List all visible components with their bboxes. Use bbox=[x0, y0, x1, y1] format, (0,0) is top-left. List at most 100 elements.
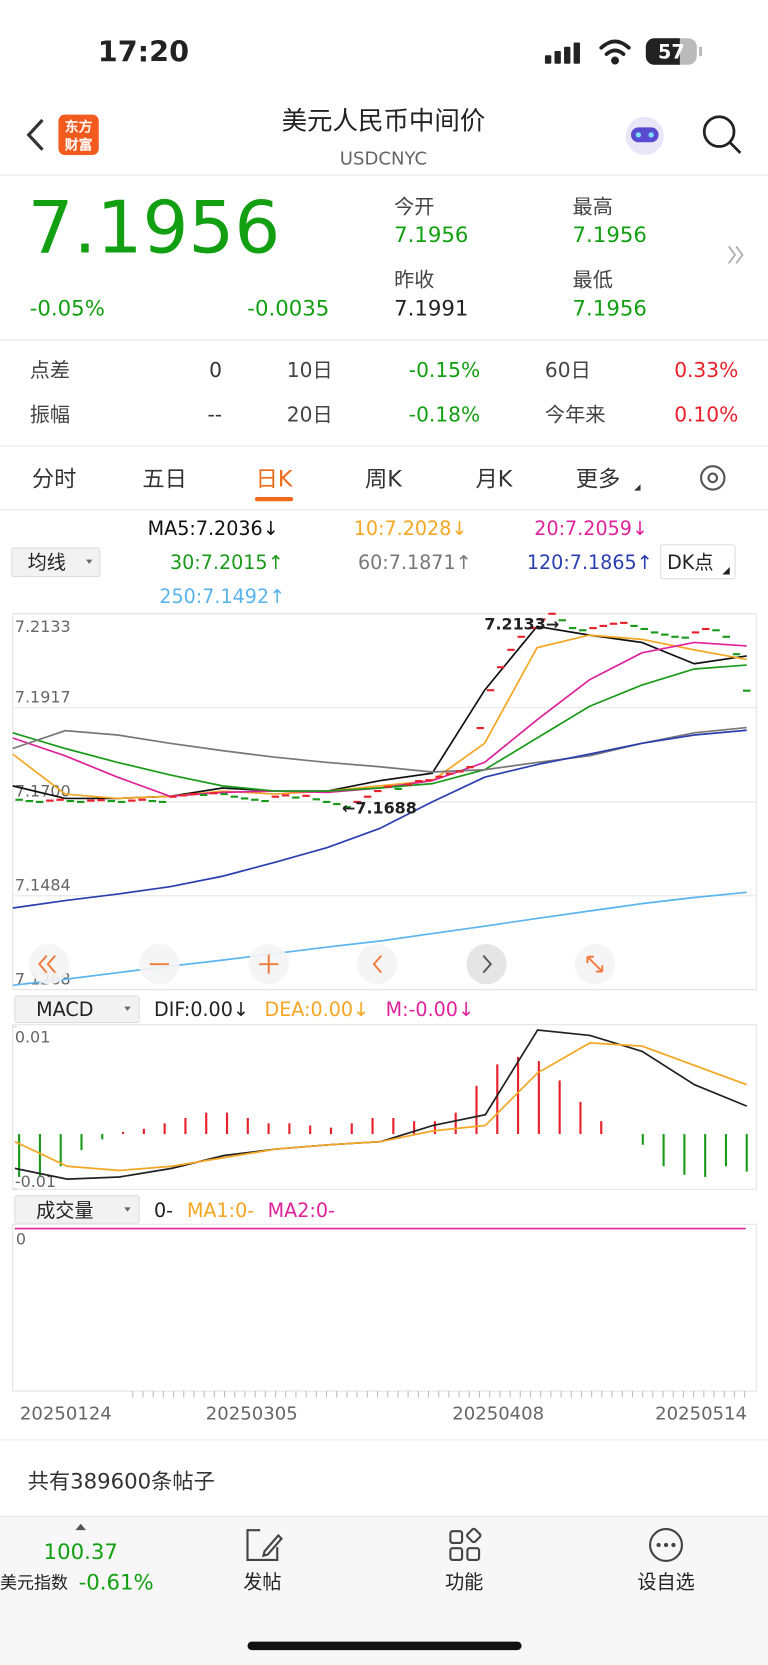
wifi-icon bbox=[599, 39, 631, 65]
settings-button[interactable] bbox=[700, 465, 726, 491]
ma-line bbox=[12, 891, 747, 987]
candle bbox=[56, 798, 64, 801]
legend-entry: 0- bbox=[154, 1199, 173, 1222]
field-value: 7.1991 bbox=[394, 296, 468, 321]
candle bbox=[486, 689, 495, 692]
tab[interactable]: 月K bbox=[475, 466, 513, 492]
macd-select[interactable] bbox=[14, 995, 140, 1024]
battery-level: 57 bbox=[658, 40, 685, 63]
candle bbox=[476, 726, 485, 730]
candle bbox=[35, 800, 44, 803]
candle bbox=[527, 627, 536, 630]
index-name[interactable]: 美元指数 bbox=[0, 1574, 68, 1594]
nav-label[interactable]: 设自选 bbox=[637, 1571, 694, 1594]
candle bbox=[568, 627, 577, 630]
legend-entry: M:-0.00↓ bbox=[386, 998, 474, 1021]
macd-line bbox=[14, 1029, 748, 1180]
expand-arrow[interactable] bbox=[728, 245, 744, 264]
candle bbox=[189, 793, 198, 796]
candle bbox=[384, 785, 392, 788]
macd-frame bbox=[12, 1024, 757, 1190]
candle bbox=[251, 798, 259, 801]
bottom-nav bbox=[0, 1516, 768, 1665]
post-icon[interactable] bbox=[246, 1529, 283, 1561]
candle bbox=[333, 803, 341, 806]
field-value: 7.1956 bbox=[573, 223, 647, 248]
status-time: 17:20 bbox=[98, 35, 189, 69]
macd-select-text: MACD bbox=[36, 998, 93, 1021]
stat-value: 0.33% bbox=[674, 358, 738, 382]
symbol-code: USDCNYC bbox=[340, 149, 427, 170]
period-tabs: 分时 五日 日K 周K 月K 更多 bbox=[32, 466, 641, 502]
tab[interactable]: 分时 bbox=[32, 466, 77, 492]
candle bbox=[343, 806, 351, 809]
candle bbox=[732, 653, 741, 656]
field-label: 最高 bbox=[573, 194, 613, 218]
stats-table: 点差 0 10日 -0.15% 60日 0.33% 振幅 -- 20日 -0.18% 今年来 0.10… bbox=[30, 358, 739, 427]
x-date-label: 20250305 bbox=[206, 1404, 298, 1425]
candle bbox=[394, 787, 403, 790]
change-percent: -0.05% bbox=[30, 296, 105, 321]
candle bbox=[456, 770, 464, 773]
signal-icon bbox=[544, 42, 580, 64]
ma-line bbox=[12, 634, 747, 800]
candle bbox=[353, 800, 362, 803]
candle bbox=[271, 795, 280, 798]
tab[interactable]: 日K bbox=[256, 466, 294, 492]
candle bbox=[312, 798, 321, 801]
page-title: 美元人民币中间价 bbox=[282, 107, 486, 137]
x-date-label: 20250514 bbox=[655, 1404, 747, 1425]
legend-entry: 120:7.1865↑ bbox=[527, 551, 653, 574]
chart-control[interactable] bbox=[356, 943, 398, 985]
y-tick-label: -0.01 bbox=[15, 1172, 56, 1191]
field-label: 昨收 bbox=[394, 268, 434, 292]
ma-line bbox=[12, 729, 747, 909]
indicator-select[interactable] bbox=[11, 547, 101, 578]
post-count[interactable]: 共有389600条帖子 bbox=[28, 1470, 215, 1495]
volume-select[interactable] bbox=[14, 1195, 140, 1224]
control-glyph bbox=[586, 955, 604, 973]
candle bbox=[148, 799, 157, 803]
logo-text: 东方 bbox=[65, 119, 93, 136]
tab[interactable]: 五日 bbox=[142, 466, 187, 492]
tab-underline bbox=[254, 496, 294, 502]
legend-entry: 10:7.2028↓ bbox=[354, 517, 468, 540]
candle bbox=[599, 624, 607, 627]
search-button[interactable] bbox=[702, 115, 742, 154]
tab[interactable]: 周K bbox=[365, 466, 403, 492]
candle bbox=[466, 766, 474, 769]
candle bbox=[87, 799, 95, 802]
candle bbox=[15, 798, 23, 801]
candle bbox=[302, 794, 310, 797]
index-value[interactable]: 100.37 bbox=[44, 1540, 118, 1565]
control-glyph bbox=[259, 954, 279, 974]
stat-label: 20日 bbox=[287, 403, 333, 427]
candle bbox=[712, 629, 720, 632]
function-icon[interactable] bbox=[449, 1527, 482, 1561]
stat-label: 点差 bbox=[30, 358, 70, 382]
tab[interactable]: 更多 bbox=[576, 466, 621, 492]
chart-control[interactable] bbox=[466, 943, 507, 985]
volume-chart: 0 0- MA1:0- MA2:0- bbox=[16, 1199, 335, 1249]
y-tick-label: 7.1484 bbox=[15, 875, 71, 894]
dk-select[interactable] bbox=[660, 544, 736, 580]
candle bbox=[66, 799, 75, 803]
assistant-avatar[interactable] bbox=[625, 116, 664, 156]
back-button[interactable] bbox=[26, 118, 44, 151]
watchlist-icon[interactable] bbox=[649, 1528, 684, 1562]
index-change[interactable]: -0.61% bbox=[79, 1571, 154, 1596]
stat-label: 今年来 bbox=[545, 403, 605, 427]
candle bbox=[517, 635, 526, 638]
max-annotation: 7.2133→ bbox=[484, 615, 559, 634]
stat-value: 0.10% bbox=[674, 403, 738, 427]
home-indicator bbox=[247, 1641, 522, 1651]
y-tick-label: 0.01 bbox=[15, 1028, 50, 1047]
stat-label: 10日 bbox=[287, 358, 333, 382]
y-tick-label: 0 bbox=[16, 1230, 26, 1249]
candle bbox=[538, 618, 546, 621]
nav-label[interactable]: 功能 bbox=[445, 1571, 483, 1594]
nav-label[interactable]: 发帖 bbox=[243, 1571, 281, 1594]
stat-value: -0.18% bbox=[409, 403, 480, 427]
select-caret bbox=[86, 559, 93, 564]
y-tick-label: 7.1917 bbox=[15, 687, 71, 706]
